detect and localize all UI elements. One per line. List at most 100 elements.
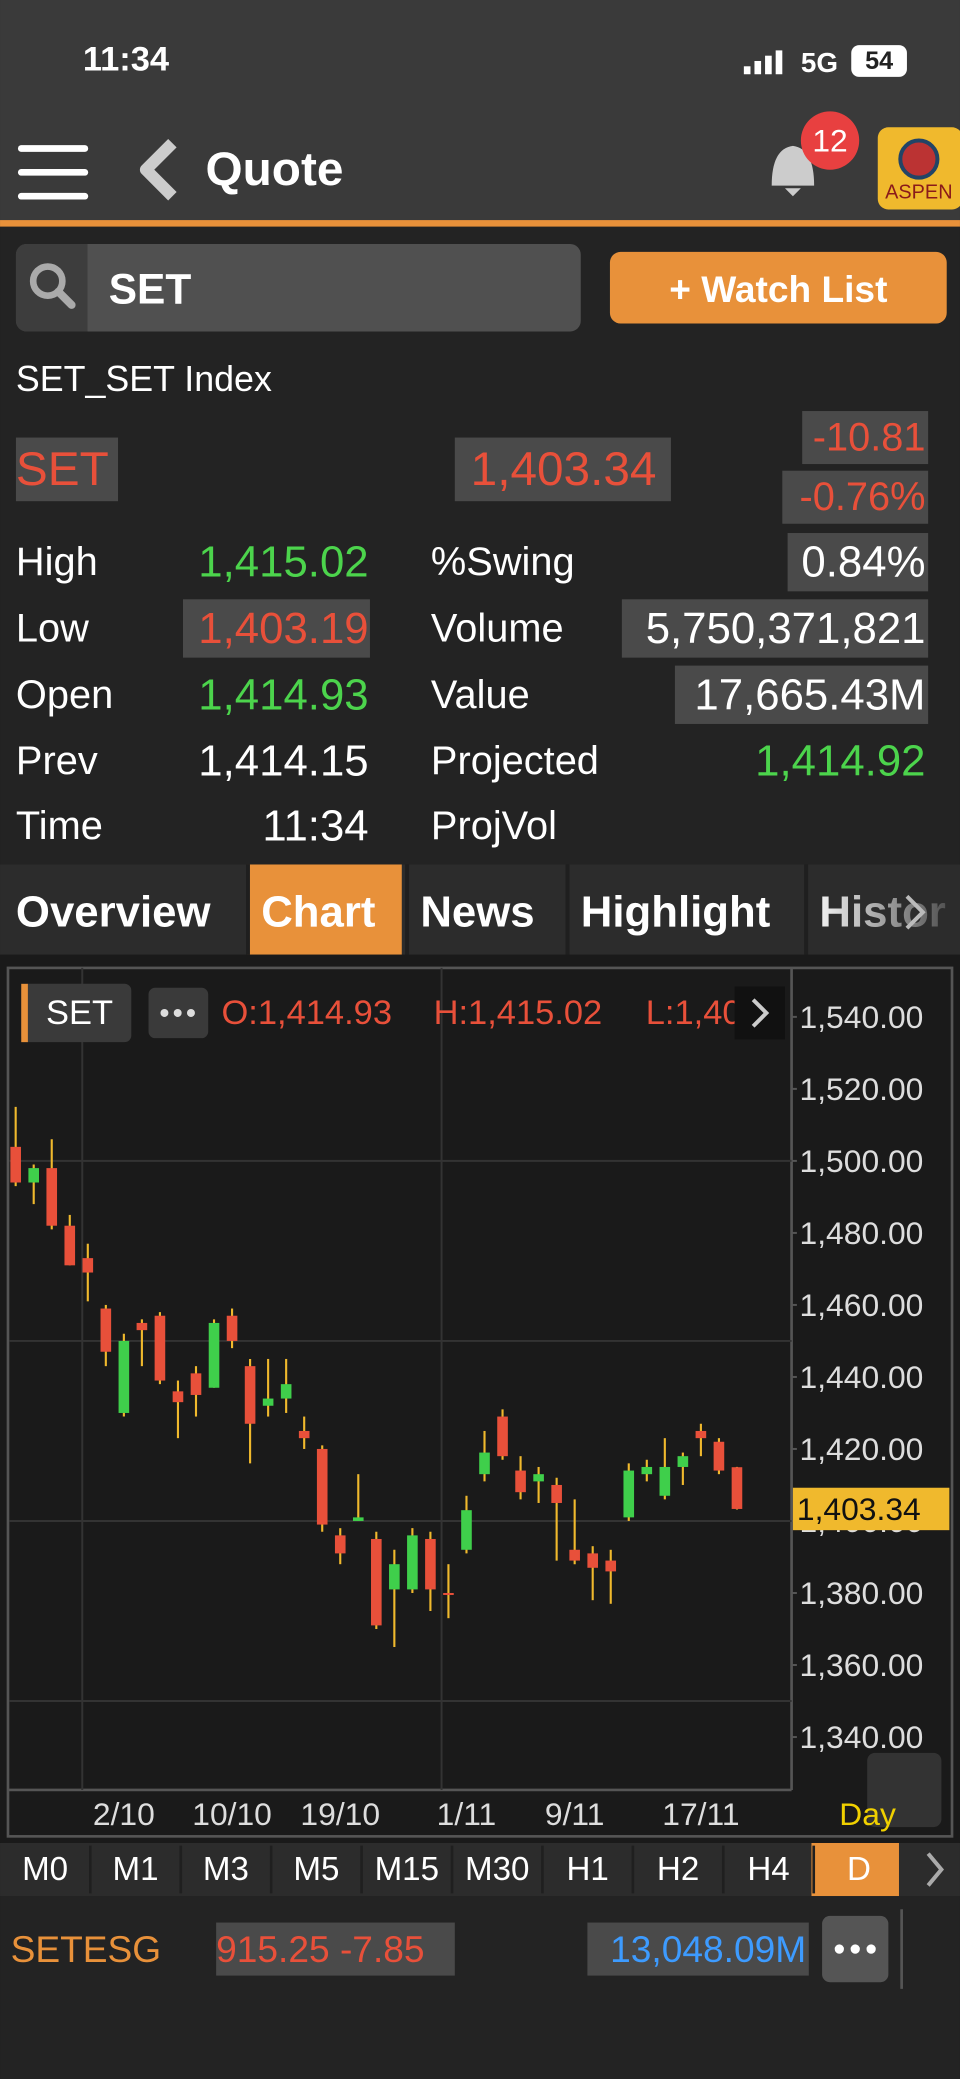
tab[interactable]: Highlight xyxy=(581,888,771,937)
candle-body xyxy=(569,1549,580,1561)
symbol: SET xyxy=(16,443,109,496)
status-battery: 54 xyxy=(865,47,893,75)
stat-value: 11:34 xyxy=(262,802,368,851)
timeframe[interactable]: M1 xyxy=(113,1851,159,1888)
y-tick-label: 1,520.00 xyxy=(800,1071,924,1107)
candle-body xyxy=(280,1384,292,1399)
candle-body xyxy=(226,1315,238,1341)
search-icon-bg xyxy=(15,243,88,332)
signal-icon xyxy=(743,50,783,75)
candle-body xyxy=(28,1168,40,1183)
tab[interactable]: Chart xyxy=(261,888,376,937)
active-tab-bg xyxy=(246,864,402,955)
stat-value: 1,414.93 xyxy=(198,670,368,719)
candle-body xyxy=(515,1470,526,1493)
candle-body xyxy=(298,1430,310,1439)
candle-body xyxy=(533,1474,544,1482)
x-tick-label: 17/11 xyxy=(662,1796,739,1832)
timeframe[interactable]: H1 xyxy=(566,1851,608,1888)
status-network: 5G xyxy=(801,47,838,78)
candle-body xyxy=(713,1441,725,1471)
timeframe[interactable]: H2 xyxy=(657,1851,699,1888)
candle-body xyxy=(172,1391,184,1403)
x-tick-label: 2/10 xyxy=(93,1796,155,1832)
index-name: SET_SET Index xyxy=(16,359,272,399)
tab-fade xyxy=(808,864,960,955)
timeframe[interactable]: M5 xyxy=(293,1851,339,1888)
candle-body xyxy=(371,1538,382,1626)
y-tick-label: 1,500.00 xyxy=(800,1143,924,1179)
timeframe[interactable]: D xyxy=(847,1851,871,1888)
search-box[interactable] xyxy=(15,243,581,332)
y-tick-label: 1,460.00 xyxy=(800,1287,924,1323)
timeframe[interactable]: H4 xyxy=(747,1851,789,1888)
candle-body xyxy=(641,1466,653,1475)
change: -10.81 xyxy=(813,416,926,460)
ohlc-high: H:1,415.02 xyxy=(434,994,603,1032)
candle-body xyxy=(695,1430,707,1439)
bell-icon[interactable] xyxy=(771,145,815,197)
stat-value: 1,415.02 xyxy=(198,538,368,587)
stat-label: Time xyxy=(16,804,103,848)
plot: 1,540.00 1,520.00 1,500.00 1,480.00 1,460.00… xyxy=(9,999,950,1832)
candle-body xyxy=(208,1322,220,1388)
y-tick-label: 1,480.00 xyxy=(800,1215,924,1251)
ticker-symbol: SETESG xyxy=(11,1928,162,1970)
tab-scroll-icon[interactable] xyxy=(905,894,926,930)
ticker-price: 915.25 -7.85 xyxy=(216,1928,424,1970)
stat-value: 1,414.15 xyxy=(198,737,368,786)
candle-body xyxy=(190,1373,202,1395)
candle-body xyxy=(64,1225,76,1266)
ohlc-more[interactable] xyxy=(734,986,785,1040)
candle-body xyxy=(136,1322,148,1331)
expand-button[interactable] xyxy=(867,1752,942,1828)
candle-body xyxy=(551,1484,562,1503)
candle-body xyxy=(425,1538,436,1590)
tab-bar xyxy=(0,864,960,955)
symbol-pill-accent xyxy=(21,983,28,1043)
stat-label: Value xyxy=(431,673,530,717)
ticker-value-bg xyxy=(587,1922,809,1976)
volume-bg xyxy=(621,599,929,658)
header-divider xyxy=(0,220,960,227)
menu-icon[interactable] xyxy=(17,145,89,200)
y-tick-label: 1,540.00 xyxy=(800,999,924,1035)
timeframes: M0 M1 M3 M5 M15 M30 H1 H2 H4 D xyxy=(22,1845,871,1894)
candle-body xyxy=(10,1146,21,1183)
chart-frame xyxy=(6,966,954,1838)
y-tick-label: 1,420.00 xyxy=(800,1431,924,1467)
y-tick-label: 1,440.00 xyxy=(800,1359,924,1395)
tab[interactable]: News xyxy=(420,888,534,937)
candle-body xyxy=(407,1535,418,1590)
x-tick-label: 9/11 xyxy=(545,1796,605,1832)
period-label: Day xyxy=(839,1796,896,1832)
change-pct: -0.76% xyxy=(800,475,926,519)
timeframe[interactable]: M30 xyxy=(465,1851,529,1888)
stat-label: Projected xyxy=(431,739,599,783)
candle-body xyxy=(497,1416,508,1457)
tab[interactable]: Overview xyxy=(16,888,212,937)
back-icon[interactable] xyxy=(139,138,177,201)
ticker-menu-icon xyxy=(834,1944,876,1954)
timeframe[interactable]: M3 xyxy=(203,1851,249,1888)
watchlist-button[interactable] xyxy=(609,251,947,324)
timeframe-bar xyxy=(0,1842,960,1897)
timeframe[interactable]: M15 xyxy=(375,1851,439,1888)
ohlc-open: O:1,414.93 xyxy=(221,994,392,1032)
logo-text: ASPEN xyxy=(885,181,952,203)
stat-label: Low xyxy=(16,606,89,650)
candle-body xyxy=(677,1456,689,1467)
badge xyxy=(800,111,860,170)
symbol-pill[interactable] xyxy=(21,983,132,1043)
last-price-label: 1,403.34 xyxy=(797,1491,921,1527)
candle-body xyxy=(82,1258,94,1273)
stat-label: %Swing xyxy=(431,540,575,584)
x-tick-label: 10/10 xyxy=(192,1796,272,1832)
y-tick-label: 1,380.00 xyxy=(800,1575,924,1611)
stat-value: 5,750,371,821 xyxy=(646,604,926,653)
timeframe[interactable]: M0 xyxy=(22,1851,68,1888)
x-tick-label: 19/10 xyxy=(300,1796,380,1832)
change-bg xyxy=(802,411,929,465)
timeframe-scroll-icon[interactable] xyxy=(926,1852,944,1887)
